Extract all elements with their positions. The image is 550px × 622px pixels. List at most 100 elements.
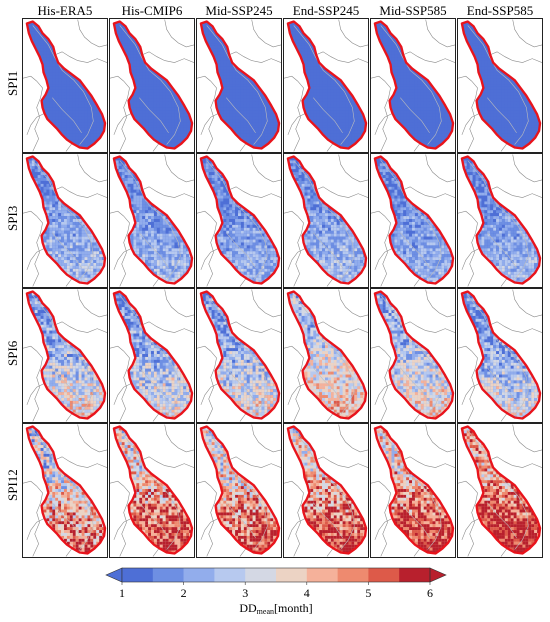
river-line [119,25,181,145]
map-panel-spi6-mid-ssp245 [196,288,282,423]
country-border [490,456,542,468]
country-border [326,143,334,152]
country-border [490,186,542,198]
map-panel-spi12-mid-ssp245 [196,423,282,558]
country-border [164,154,194,183]
colorbar-segment [183,568,215,582]
map-panel-spi1-mid-ssp245 [196,18,282,153]
country-border [284,345,304,422]
country-border [371,210,391,287]
country-border [26,113,45,135]
river-line [226,232,256,269]
map-panel-spi12-end-ssp245 [283,423,369,558]
country-border [500,278,508,287]
basin-map [197,19,281,152]
colorbar-tick-label: 1 [119,586,125,600]
map-panel-spi6-end-ssp585 [457,288,543,423]
river-line [226,97,256,134]
colorbar-segment [152,568,184,582]
basin-map [458,19,542,152]
country-border [200,248,219,270]
river-line [139,367,169,404]
row-label-spi3: SPI3 [5,205,21,230]
map-panel-spi1-his-era5 [22,18,108,153]
country-border [512,424,542,453]
basin-outline [460,425,542,555]
country-border [142,321,194,333]
country-border [55,51,107,63]
column-header-end-ssp585: End-SSP585 [457,3,543,19]
basin-outline [286,155,368,285]
country-border [371,75,391,152]
basin-outline [112,425,194,555]
country-border [374,518,393,540]
colorbar-segment [276,568,308,582]
basin-map [23,19,107,152]
country-border [200,113,219,135]
country-border [55,456,107,468]
country-border [113,113,132,135]
country-border [152,278,160,287]
colorbar-segment [306,568,338,582]
river-line [313,232,343,269]
map-panel-spi12-mid-ssp585 [370,423,456,558]
country-border [152,548,160,557]
map-panel-spi3-his-cmip6 [109,153,195,288]
country-border [326,278,334,287]
country-border [142,51,194,63]
map-panel-spi3-end-ssp245 [283,153,369,288]
map-panel-spi1-mid-ssp585 [370,18,456,153]
river-line [32,295,94,415]
country-border [65,278,73,287]
basin-outline [199,20,281,150]
country-border [55,186,107,198]
colorbar-segment [122,568,154,582]
country-border [197,345,217,422]
river-line [467,295,529,415]
river-line [313,367,343,404]
river-line [52,232,82,269]
country-border [287,518,306,540]
basin-outline [373,425,455,555]
country-border [229,321,281,333]
basin-map [458,424,542,557]
country-border [77,19,107,48]
river-line [400,97,430,134]
basin-outline [112,290,194,420]
country-border [425,289,455,318]
river-line [467,160,529,280]
basin-outline [460,20,542,150]
basin-map [110,19,194,152]
basin-map [23,424,107,557]
country-border [26,248,45,270]
map-panel-spi12-his-era5 [22,423,108,558]
country-border [326,413,334,422]
basin-outline [25,425,107,555]
river-line [293,295,355,415]
river-line [467,25,529,145]
river-line [487,367,517,404]
column-header-his-era5: His-ERA5 [22,3,108,19]
basin-map [284,424,368,557]
country-border [229,456,281,468]
country-border [338,19,368,48]
colorbar: 1 2 3 4 5 6 DDmean[month] [105,567,447,616]
river-line [206,160,268,280]
country-border [152,143,160,152]
country-border [110,75,130,152]
map-panel-spi6-his-cmip6 [109,288,195,423]
basin-outline [25,155,107,285]
basin-outline [460,155,542,285]
country-border [284,75,304,152]
country-border [197,480,217,557]
colorbar-extend-min [105,567,123,583]
river-line [206,295,268,415]
country-border [197,75,217,152]
country-border [413,413,421,422]
basin-map [284,154,368,287]
country-border [142,186,194,198]
country-border [110,480,130,557]
river-line [139,232,169,269]
country-border [512,154,542,183]
